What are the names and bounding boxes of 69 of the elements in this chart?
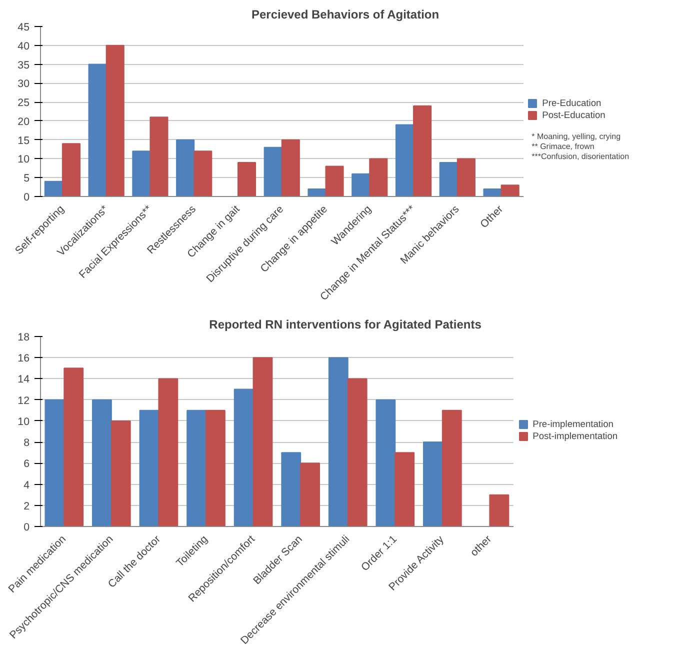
bar <box>44 399 65 526</box>
y-tick-label: 12 <box>18 394 30 407</box>
bar <box>413 105 432 196</box>
chart-title: Reported RN interventions for Agitated Patients <box>209 318 482 332</box>
text: * Moaning, yelling, crying <box>532 132 621 141</box>
bar <box>44 180 63 196</box>
y-tick-label: 2 <box>24 500 30 512</box>
y-tick-label: 16 <box>18 352 30 365</box>
legend-label: Pre-Education <box>542 98 602 108</box>
bar <box>237 162 256 196</box>
bar <box>158 378 178 526</box>
bar <box>394 452 415 526</box>
bar <box>281 139 300 196</box>
bar <box>395 124 414 196</box>
y-tick-label: 25 <box>18 97 30 110</box>
y-tick-label: 45 <box>18 22 30 34</box>
bar <box>92 399 112 526</box>
bar <box>500 184 520 196</box>
bar <box>110 420 131 526</box>
bar <box>252 357 273 526</box>
bar <box>206 410 226 526</box>
bar <box>347 378 368 526</box>
y-tick-label: 10 <box>18 154 30 166</box>
y-tick-label: 6 <box>24 458 30 470</box>
bar <box>132 150 151 196</box>
bar <box>442 410 462 526</box>
text: ** Grimace, frown <box>532 142 594 151</box>
y-tick-label: 35 <box>18 59 30 72</box>
bar <box>264 146 282 196</box>
bar <box>376 399 396 526</box>
y-tick-label: 0 <box>24 192 30 204</box>
bar <box>88 64 107 196</box>
y-tick-label: 10 <box>18 416 30 428</box>
text: ***Confusion, disorientation <box>532 152 630 161</box>
y-tick-label: 8 <box>24 437 30 450</box>
legend-label: Pre-implementation <box>532 418 614 428</box>
bar <box>176 139 195 196</box>
y-tick-label: 0 <box>24 522 30 534</box>
bar <box>194 150 212 196</box>
bar <box>234 388 254 526</box>
bar <box>64 368 84 526</box>
bar <box>62 143 80 196</box>
bar <box>439 162 458 196</box>
bar <box>328 357 348 526</box>
chart-title: Percieved Behaviors of Agitation <box>251 8 440 22</box>
bar <box>106 44 124 196</box>
y-tick-label: 5 <box>24 172 30 185</box>
bar <box>300 462 320 526</box>
bar <box>186 410 207 526</box>
bar <box>483 188 502 196</box>
bar <box>325 166 344 196</box>
bar <box>139 410 160 526</box>
y-tick-label: 4 <box>24 479 30 492</box>
bar <box>456 158 476 196</box>
y-tick-label: 30 <box>18 78 30 90</box>
bar <box>489 494 510 526</box>
y-tick-label: 40 <box>18 40 30 52</box>
bar <box>281 452 302 526</box>
bar <box>352 173 370 196</box>
y-tick-label: 20 <box>18 116 30 128</box>
bar <box>150 116 168 196</box>
y-tick-label: 18 <box>18 332 30 344</box>
bar <box>308 188 326 196</box>
bar <box>423 442 443 526</box>
y-tick-label: 15 <box>18 134 30 147</box>
y-tick-label: 14 <box>18 374 30 386</box>
legend-label: Post-implementation <box>532 430 618 440</box>
bar <box>369 158 388 196</box>
legend-label: Post-Education <box>542 110 606 120</box>
